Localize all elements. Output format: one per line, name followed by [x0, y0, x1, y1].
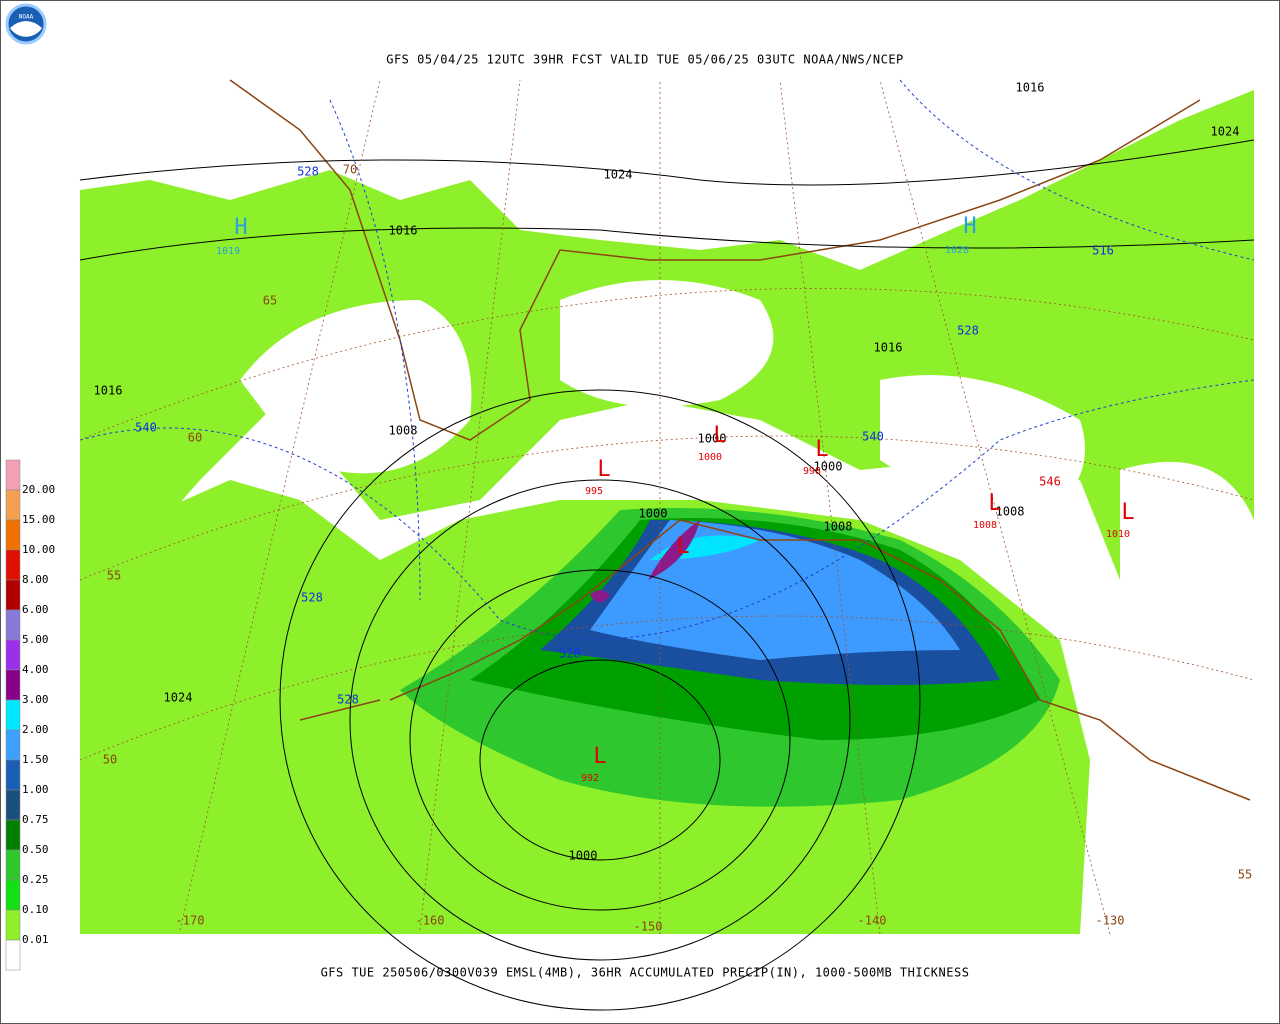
- legend-label: 20.00: [22, 483, 55, 496]
- high-pressure: 1019: [216, 246, 240, 257]
- legend-swatch: [5, 669, 21, 701]
- legend-label: 1.00: [22, 783, 49, 796]
- low-symbol: L: [676, 534, 689, 559]
- legend-swatch: [5, 849, 21, 881]
- isobar-label: 1008: [996, 505, 1025, 519]
- legend-label: 3.00: [22, 693, 49, 706]
- map-caption: GFS TUE 250506/0300V039 EMSL(4MB), 36HR …: [321, 966, 970, 980]
- isobar-label: 1008: [389, 424, 418, 438]
- legend-swatch: [5, 639, 21, 671]
- thickness-label: 540: [862, 430, 884, 444]
- legend-label: 10.00: [22, 543, 55, 556]
- isobar-label: 1024: [1211, 125, 1240, 139]
- legend-swatch: [5, 939, 21, 971]
- thickness-label: 516: [1092, 244, 1114, 258]
- graticule-label: 50: [103, 753, 117, 767]
- legend: 20.00 15.00 10.00 8.00 6.00 5.00 4.00 3.00 2.00 1…: [5, 459, 55, 971]
- legend-swatch: [5, 549, 21, 581]
- map-title: GFS 05/04/25 12UTC 39HR FCST VALID TUE 0…: [386, 53, 904, 67]
- legend-label: 0.25: [22, 873, 49, 886]
- legend-swatch: [5, 729, 21, 761]
- graticule-label: -160: [416, 914, 445, 928]
- coastlines: [229, 79, 1251, 801]
- high-symbol: H: [963, 214, 976, 239]
- precip-gaps: [240, 280, 1254, 700]
- low-pressure: 995: [585, 486, 603, 497]
- isobar-label: 1016: [389, 224, 418, 238]
- legend-label: 0.01: [22, 933, 49, 946]
- high-pressure: 1028: [945, 245, 969, 256]
- isobar-label: 1024: [604, 168, 633, 182]
- low-pressure: 998: [803, 466, 821, 477]
- thickness-label: 528: [957, 324, 979, 338]
- thickness-label: 540: [135, 421, 157, 435]
- legend-swatch: [5, 609, 21, 641]
- high-symbol: H: [234, 215, 247, 240]
- legend-label: 2.00: [22, 723, 49, 736]
- thickness-lines: [79, 79, 1255, 640]
- map-labels: 1016 1024 1024 1016 1016 1008 1016 1000 1000 1008…: [94, 81, 1253, 934]
- thickness-label: 546: [1039, 475, 1061, 489]
- legend-swatch: [5, 759, 21, 791]
- legend-label: 8.00: [22, 573, 49, 586]
- legend-label: 6.00: [22, 603, 49, 616]
- legend-label: 15.00: [22, 513, 55, 526]
- legend-swatch: [5, 699, 21, 731]
- low-symbol: L: [597, 457, 610, 482]
- isobar-label: 1024: [164, 691, 193, 705]
- legend-swatch: [5, 819, 21, 851]
- graticule-label: 70: [343, 163, 357, 177]
- graticule: [79, 79, 1255, 935]
- thickness-label: 528: [559, 647, 581, 661]
- thickness-label: 528: [337, 693, 359, 707]
- low-symbol: L: [713, 423, 726, 448]
- isobar-label: 1016: [874, 341, 903, 355]
- legend-label: 1.50: [22, 753, 49, 766]
- low-symbol: L: [815, 437, 828, 462]
- graticule-label: -140: [858, 914, 887, 928]
- thickness-label: 528: [301, 591, 323, 605]
- isobar-label: 1000: [639, 507, 668, 521]
- low-pressure: 1010: [1106, 529, 1130, 540]
- legend-swatch: [5, 489, 21, 521]
- legend-label: 0.10: [22, 903, 49, 916]
- graticule-label: 55: [1238, 868, 1252, 882]
- legend-swatch: [5, 579, 21, 611]
- graticule-label: 55: [107, 569, 121, 583]
- map-area: [79, 77, 1255, 1011]
- isobar-label: 1016: [94, 384, 123, 398]
- legend-swatch: [5, 789, 21, 821]
- isobar-label: 1000: [814, 460, 843, 474]
- logo-text: NOAA: [19, 14, 34, 21]
- graticule-label: 65: [263, 294, 277, 308]
- low-pressure: 1008: [973, 520, 997, 531]
- isobar-label: 1000: [698, 432, 727, 446]
- legend-swatch: [5, 879, 21, 911]
- legend-label: 5.00: [22, 633, 49, 646]
- graticule-label: -150: [634, 920, 663, 934]
- graticule-label: -130: [1096, 914, 1125, 928]
- low-symbol: L: [1121, 500, 1134, 525]
- legend-swatch: [5, 909, 21, 941]
- legend-label: 0.50: [22, 843, 49, 856]
- precip-heavy: [400, 508, 1060, 807]
- thickness-label: 528: [297, 165, 319, 179]
- legend-swatch: [5, 459, 21, 491]
- logo: NOAA: [5, 3, 47, 45]
- isobar-label: 1000: [569, 849, 598, 863]
- graticule-label: 60: [188, 431, 202, 445]
- legend-label: 0.75: [22, 813, 49, 826]
- low-pressure: 992: [581, 773, 599, 784]
- legend-swatch: [5, 519, 21, 551]
- isobar-label: 1008: [824, 520, 853, 534]
- low-symbol: L: [988, 491, 1001, 516]
- legend-label: 4.00: [22, 663, 49, 676]
- low-pressure: 1000: [698, 452, 722, 463]
- isobars: [79, 139, 1255, 1011]
- isobar-label: 1016: [1016, 81, 1045, 95]
- graticule-label: -170: [176, 914, 205, 928]
- low-symbol: L: [593, 744, 606, 769]
